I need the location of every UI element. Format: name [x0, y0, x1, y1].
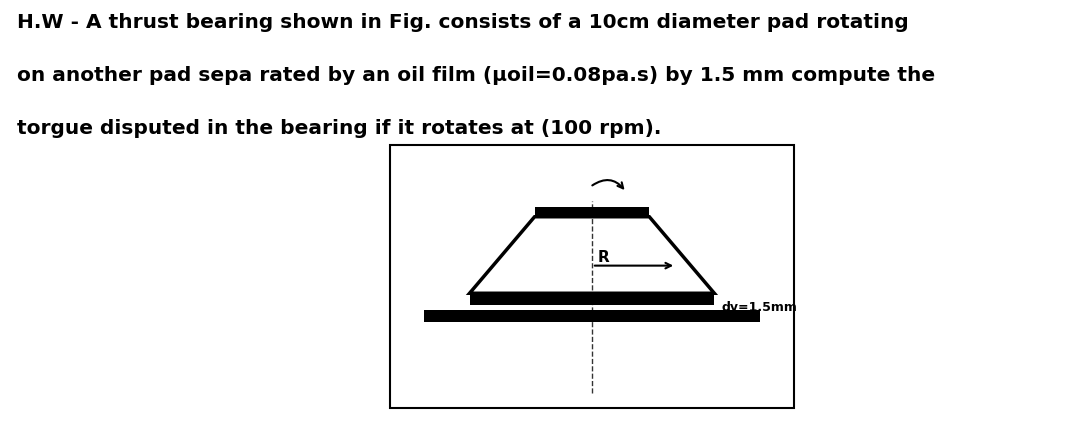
Text: torgue disputed in the bearing if it rotates at (100 rpm).: torgue disputed in the bearing if it rot… — [17, 119, 661, 138]
Bar — [423, 310, 760, 322]
Text: H.W - A thrust bearing shown in Fig. consists of a 10cm diameter pad rotating: H.W - A thrust bearing shown in Fig. con… — [17, 13, 908, 32]
Bar — [535, 207, 649, 217]
Bar — [390, 144, 794, 408]
Text: R: R — [597, 249, 609, 264]
Text: on another pad sepa rated by an oil film (μoil=0.08pa.s) by 1.5 mm compute the: on another pad sepa rated by an oil film… — [17, 66, 935, 85]
Bar — [470, 293, 714, 305]
Text: dy=1.5mm: dy=1.5mm — [721, 301, 798, 314]
Polygon shape — [470, 217, 714, 293]
